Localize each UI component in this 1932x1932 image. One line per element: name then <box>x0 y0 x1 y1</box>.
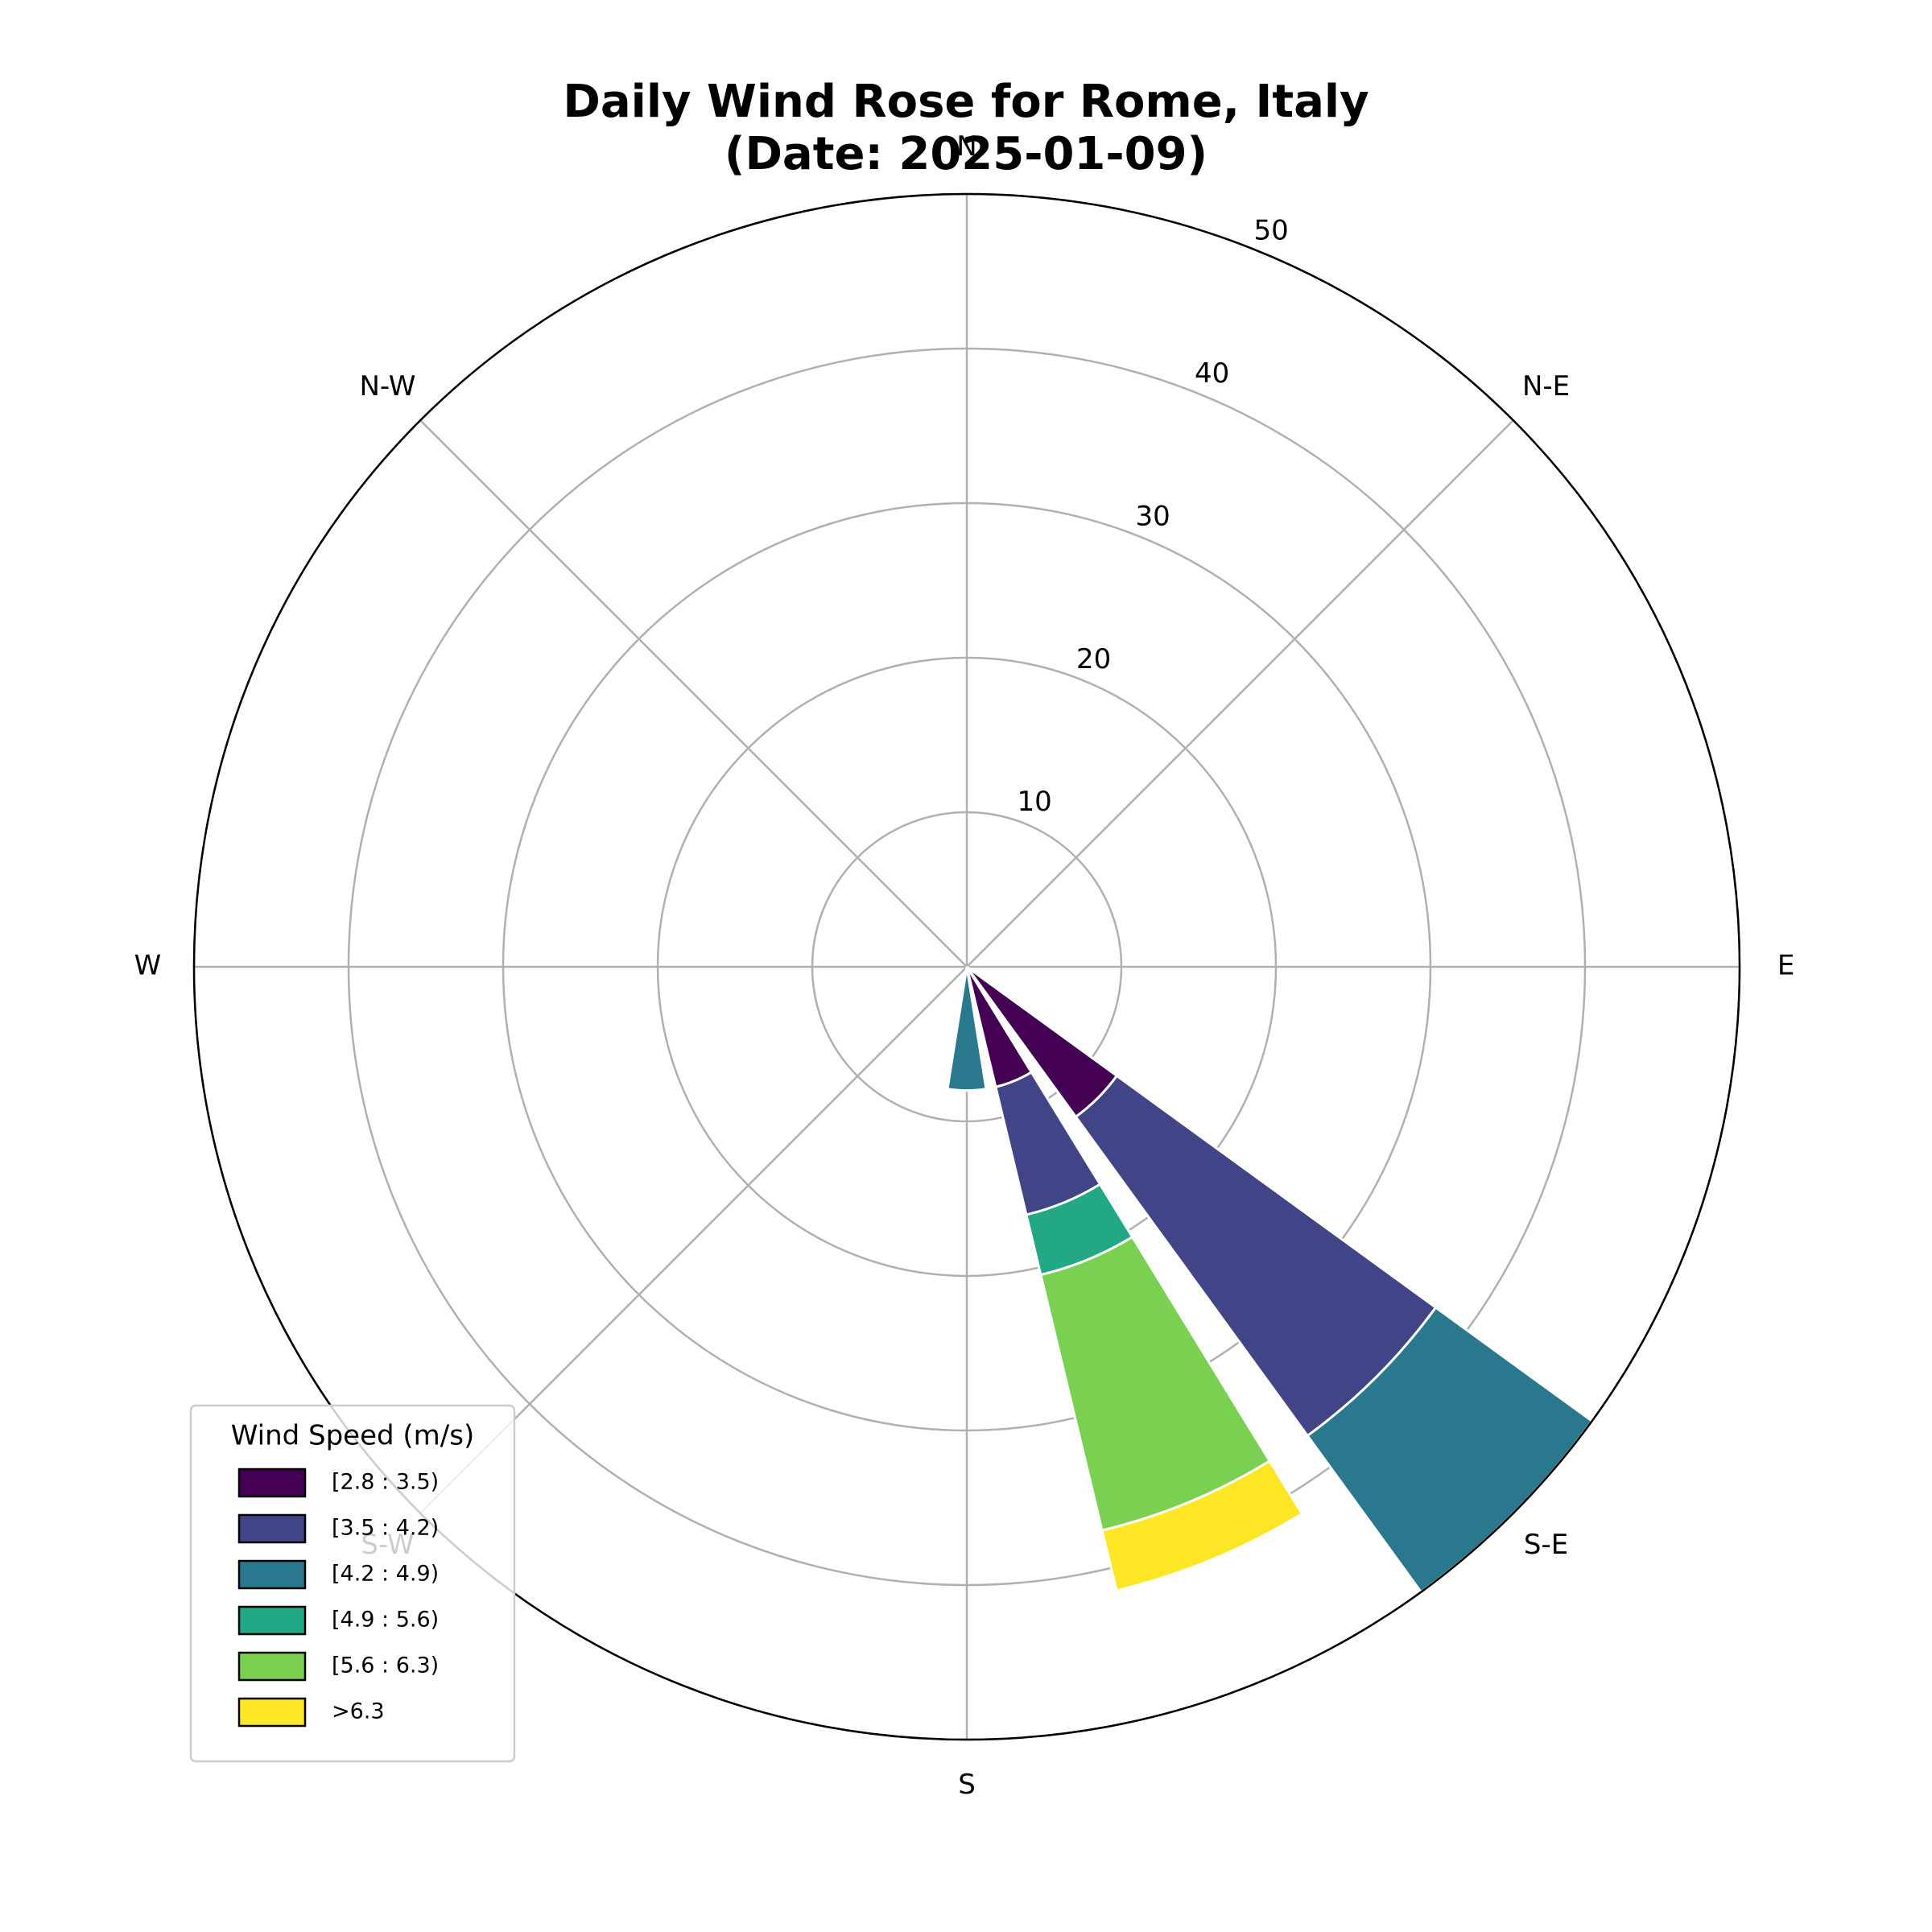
bar-segment <box>1100 1459 1304 1592</box>
legend-label: [2.8 : 3.5) <box>332 1470 439 1495</box>
radial-tick-label: 40 <box>1195 357 1229 390</box>
legend-swatch <box>237 1651 307 1682</box>
angular-tick-label: S-E <box>1524 1529 1568 1561</box>
legend-label: [4.2 : 4.9) <box>332 1562 439 1587</box>
legend-swatch <box>237 1605 307 1636</box>
legend-swatch <box>237 1697 307 1728</box>
legend-label: >6.3 <box>332 1699 385 1724</box>
grid-spoke <box>419 419 968 968</box>
radial-tick-label: 30 <box>1136 500 1170 532</box>
angular-tick-label: E <box>1777 950 1794 982</box>
radial-tick-label: 20 <box>1076 643 1111 675</box>
bar-segment <box>946 966 988 1092</box>
angular-tick-label: S <box>958 1769 976 1801</box>
polar-frame <box>192 192 1741 1741</box>
angular-tick-label: N-W <box>359 370 415 402</box>
angular-tick-label: N <box>956 130 976 163</box>
radial-tick-label: 50 <box>1253 215 1288 247</box>
legend-title: Wind Speed (m/s) <box>231 1420 474 1452</box>
radial-tick-label: 10 <box>1018 786 1052 818</box>
legend-label: [4.9 : 5.6) <box>332 1608 439 1633</box>
legend-swatch <box>237 1513 307 1544</box>
angular-tick-label: W <box>134 950 162 982</box>
chart-title: Daily Wind Rose for Rome, Italy <box>563 76 1368 128</box>
grid-spoke <box>966 419 1514 968</box>
legend-swatch <box>237 1559 307 1590</box>
chart-subtitle: (Date: 2025-01-09) <box>724 128 1208 180</box>
legend-label: [5.6 : 6.3) <box>332 1653 439 1678</box>
legend-label: [3.5 : 4.2) <box>332 1516 439 1541</box>
legend-swatch <box>237 1468 307 1498</box>
angular-tick-label: N-E <box>1522 370 1570 402</box>
